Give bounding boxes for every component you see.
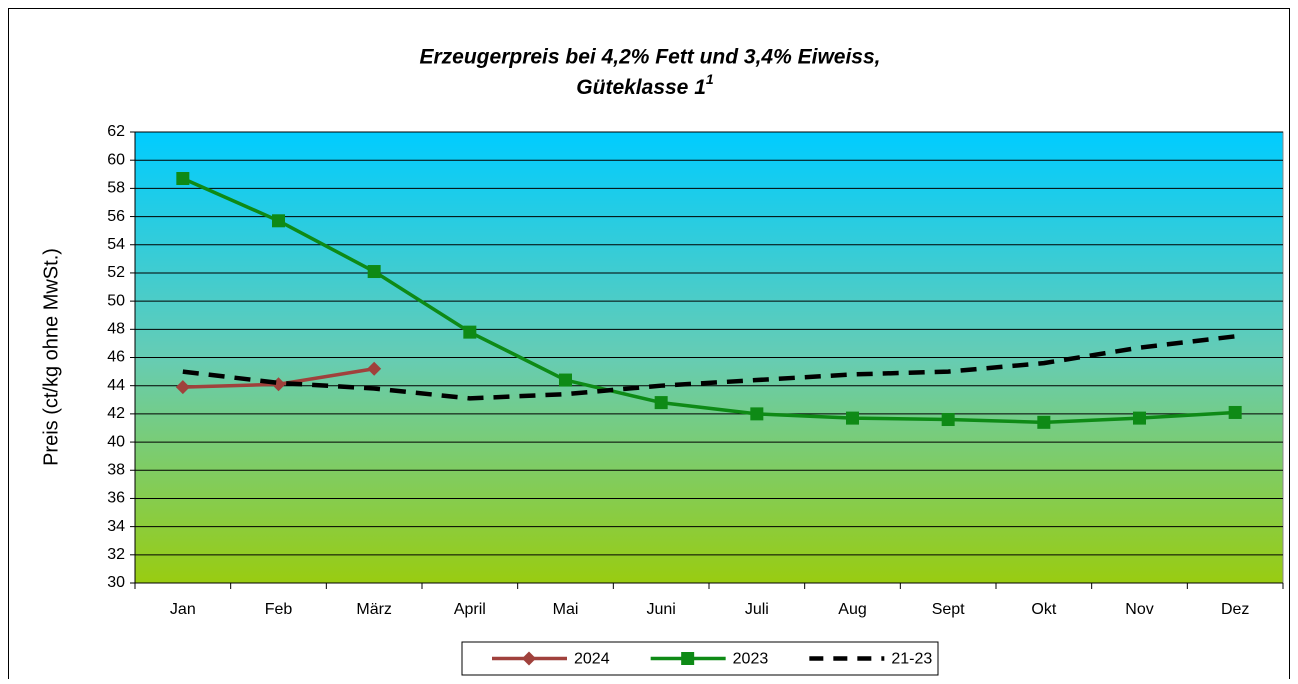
data-point	[559, 373, 572, 387]
x-tick-label: Juni	[646, 601, 675, 618]
x-tick-label: Feb	[265, 601, 293, 618]
data-point	[367, 361, 382, 376]
data-point	[1228, 405, 1242, 419]
data-point	[272, 214, 285, 228]
x-tick-label: Dez	[1221, 601, 1249, 618]
x-tick-label: Juli	[745, 601, 769, 618]
chart-title: Güteklasse 11	[576, 71, 714, 99]
x-tick-label: Mai	[553, 601, 579, 618]
title-superscript: 1	[706, 71, 714, 87]
data-point	[463, 325, 477, 339]
x-tick-label: Nov	[1125, 601, 1153, 618]
y-tick-label: 62	[107, 123, 125, 140]
x-tick-label: April	[454, 601, 486, 618]
legend-label: 2023	[733, 651, 769, 668]
data-point	[941, 413, 955, 427]
chart-title: Erzeugerpreis bei 4,2% Fett und 3,4% Eiw…	[420, 46, 881, 69]
series-line	[182, 334, 1236, 401]
y-tick-label: 54	[107, 236, 125, 253]
x-tick-label: Aug	[838, 601, 866, 618]
y-tick-label: 46	[107, 349, 125, 366]
y-tick-label: 50	[107, 292, 125, 309]
legend-marker	[522, 651, 536, 666]
y-tick-label: 36	[107, 490, 125, 507]
x-tick-label: Sept	[932, 601, 965, 618]
y-tick-label: 60	[107, 151, 125, 168]
frame	[8, 8, 1290, 684]
series-line	[182, 176, 1236, 425]
y-tick-label: 44	[107, 377, 125, 394]
data-point	[367, 265, 381, 279]
legend-label: 21-23	[891, 651, 932, 668]
y-tick-label: 34	[107, 518, 125, 535]
data-point	[175, 380, 190, 395]
y-tick-label: 48	[107, 321, 125, 338]
y-tick-label: 58	[107, 180, 125, 197]
legend-label: 2024	[574, 651, 610, 668]
y-tick-label: 40	[107, 433, 125, 450]
data-point	[176, 172, 190, 186]
y-tick-label: 42	[107, 405, 125, 422]
data-point	[1133, 411, 1146, 425]
y-axis-label: Preis (ct/kg ohne MwSt.)	[40, 248, 62, 466]
y-tick-label: 32	[107, 546, 125, 563]
y-tick-label: 52	[107, 264, 125, 281]
y-tick-label: 30	[107, 574, 125, 591]
data-point	[654, 396, 668, 410]
y-tick-label: 56	[107, 208, 125, 225]
title-line: Güteklasse 1	[576, 76, 706, 99]
y-tick-label: 38	[107, 461, 125, 478]
data-point	[846, 411, 859, 425]
data-point	[750, 407, 764, 421]
data-point	[1037, 415, 1051, 429]
x-tick-label: Jan	[170, 601, 196, 618]
legend-marker	[681, 652, 695, 665]
x-tick-label: März	[356, 601, 392, 618]
x-tick-label: Okt	[1031, 601, 1056, 618]
